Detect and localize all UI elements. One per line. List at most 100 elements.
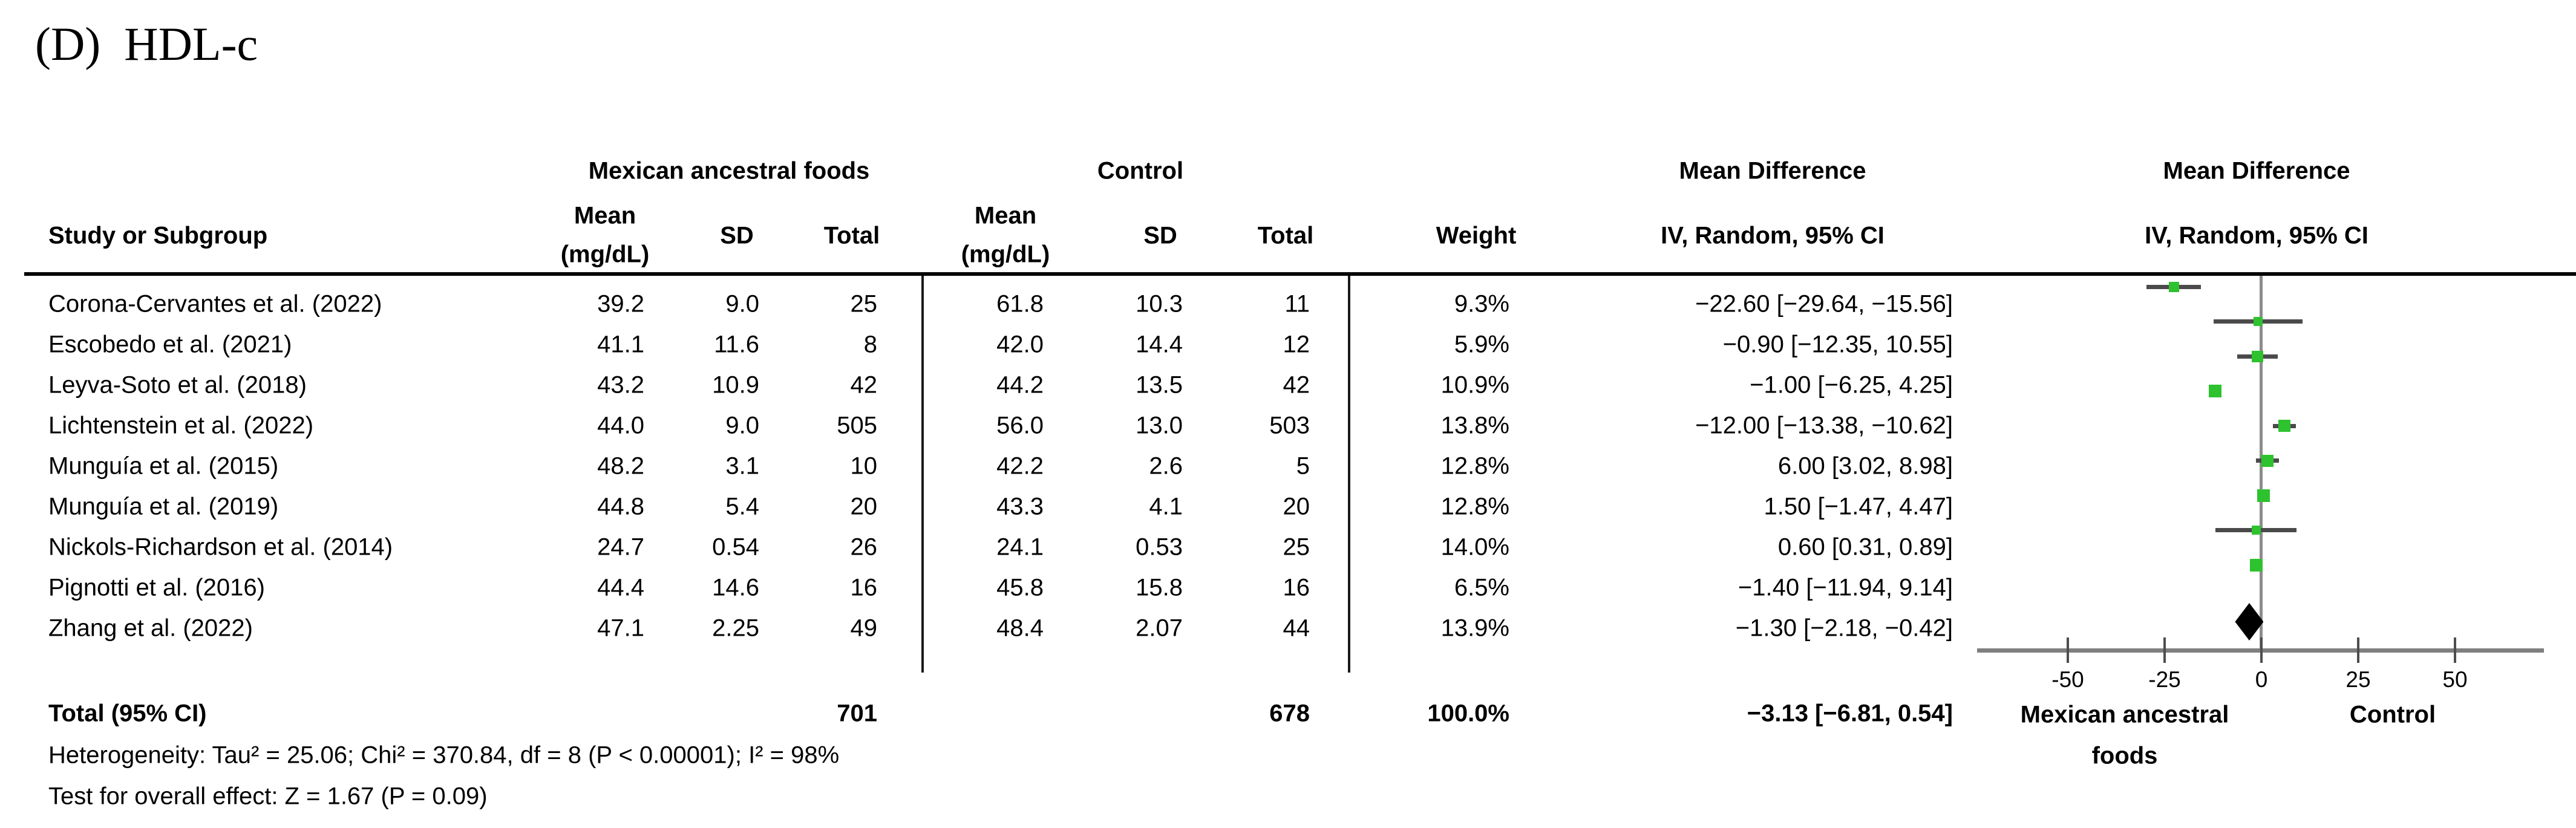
exp-total-cell: 26: [850, 533, 878, 561]
exp-sd-cell: 10.9: [712, 371, 759, 399]
col-header-exp-total: Total: [823, 222, 880, 249]
x-axis-tick: [2357, 637, 2359, 663]
exp-mean-cell: 48.2: [597, 452, 644, 480]
exp-mean-cell: 41.1: [597, 331, 644, 358]
weight-cell: 13.8%: [1440, 412, 1509, 439]
exp-mean-cell: 44.4: [597, 574, 644, 601]
total-row-ci: −3.13 [−6.81, 0.54]: [1747, 700, 1953, 727]
ci-text-cell: 0.60 [0.31, 0.89]: [1777, 533, 1953, 561]
effect-marker: [2261, 454, 2274, 467]
x-axis-tick: [2163, 637, 2166, 663]
exp-total-cell: 49: [850, 614, 878, 642]
ctl-mean-cell: 45.8: [996, 574, 1044, 601]
effect-marker: [2278, 420, 2291, 432]
exp-total-cell: 8: [863, 331, 877, 358]
ci-text-cell: −1.40 [−11.94, 9.14]: [1737, 574, 1953, 601]
study-name: Zhang et al. (2022): [48, 614, 253, 642]
ci-text-cell: 1.50 [−1.47, 4.47]: [1764, 493, 1953, 520]
ctl-total-cell: 11: [1284, 290, 1310, 318]
overall-effect-test: Test for overall effect: Z = 1.67 (P = 0…: [48, 783, 488, 810]
exp-mean-cell: 39.2: [597, 290, 644, 318]
ctl-total-cell: 44: [1283, 614, 1310, 642]
ctl-sd-cell: 14.4: [1136, 331, 1183, 358]
x-axis-tick: [2454, 637, 2456, 663]
ctl-sd-cell: 10.3: [1136, 290, 1183, 318]
exp-total-cell: 16: [850, 574, 878, 601]
ctl-mean-cell: 24.1: [996, 533, 1044, 561]
effect-marker: [2253, 317, 2263, 326]
ctl-total-cell: 16: [1283, 574, 1310, 601]
effect-marker: [2208, 385, 2221, 397]
exp-sd-cell: 3.1: [725, 452, 759, 480]
x-axis-tick: [2260, 637, 2263, 663]
ctl-total-cell: 5: [1296, 452, 1310, 480]
heterogeneity-stats: Heterogeneity: Tau² = 25.06; Chi² = 370.…: [48, 742, 840, 769]
col-header-iv-plot: IV, Random, 95% CI: [2145, 222, 2368, 249]
total-row-ctl-total: 678: [1269, 700, 1310, 727]
group-header-mean-difference-plot: Mean Difference: [2163, 157, 2350, 184]
effect-marker: [2257, 489, 2270, 502]
group-header-mean-difference-text: Mean Difference: [1679, 157, 1866, 184]
total-row-weight: 100.0%: [1427, 700, 1509, 727]
weight-cell: 5.9%: [1454, 331, 1509, 358]
ctl-mean-cell: 42.0: [996, 331, 1044, 358]
study-name: Leyva-Soto et al. (2018): [48, 371, 307, 399]
weight-cell: 12.8%: [1440, 452, 1509, 480]
panel-title: (D) HDL-c: [35, 18, 258, 70]
exp-total-cell: 20: [850, 493, 878, 520]
col-header-ctl-sd: SD: [1143, 222, 1177, 249]
ci-text-cell: −12.00 [−13.38, −10.62]: [1695, 412, 1953, 439]
col-header-iv-text: IV, Random, 95% CI: [1661, 222, 1885, 249]
x-axis-tick-label: 0: [2255, 667, 2268, 692]
x-axis-tick-label: -50: [2051, 667, 2084, 692]
ctl-mean-cell: 61.8: [996, 290, 1044, 318]
weight-cell: 6.5%: [1454, 574, 1509, 601]
weight-cell: 9.3%: [1454, 290, 1509, 318]
ctl-sd-cell: 13.0: [1136, 412, 1183, 439]
ctl-sd-cell: 13.5: [1136, 371, 1183, 399]
group-header-control: Control: [1097, 157, 1184, 184]
header-rule: [24, 272, 2576, 276]
total-row-exp-total: 701: [837, 700, 877, 727]
weight-cell: 10.9%: [1440, 371, 1509, 399]
exp-sd-cell: 9.0: [725, 412, 759, 439]
ctl-mean-cell: 43.3: [996, 493, 1044, 520]
weight-cell: 14.0%: [1440, 533, 1509, 561]
col-header-ctl-mean-unit: (mg/dL): [961, 241, 1050, 268]
ctl-sd-cell: 2.07: [1136, 614, 1183, 642]
col-header-ctl-total: Total: [1257, 222, 1314, 249]
axis-label-favors-control: Control: [2349, 701, 2436, 728]
ci-text-cell: 6.00 [3.02, 8.98]: [1777, 452, 1953, 480]
effect-marker: [2250, 558, 2263, 572]
exp-mean-cell: 44.8: [597, 493, 644, 520]
exp-total-cell: 25: [850, 290, 878, 318]
study-name: Lichtenstein et al. (2022): [48, 412, 314, 439]
axis-label-favors-experimental-line1: Mexican ancestral: [2020, 701, 2229, 728]
weight-cell: 12.8%: [1440, 493, 1509, 520]
ci-text-cell: −1.30 [−2.18, −0.42]: [1735, 614, 1953, 642]
exp-total-cell: 42: [850, 371, 878, 399]
exp-mean-cell: 47.1: [597, 614, 644, 642]
exp-mean-cell: 24.7: [597, 533, 644, 561]
group-header-experimental: Mexican ancestral foods: [588, 157, 870, 184]
col-header-ctl-mean: Mean: [974, 202, 1037, 229]
exp-sd-cell: 9.0: [725, 290, 759, 318]
exp-sd-cell: 11.6: [714, 331, 759, 358]
ctl-total-cell: 42: [1283, 371, 1310, 399]
effect-marker: [2252, 350, 2264, 362]
col-header-exp-mean-unit: (mg/dL): [560, 241, 650, 268]
exp-total-cell: 10: [850, 452, 878, 480]
x-axis-tick: [2067, 637, 2069, 663]
exp-mean-cell: 43.2: [597, 371, 644, 399]
ci-text-cell: −1.00 [−6.25, 4.25]: [1750, 371, 1953, 399]
ctl-sd-cell: 4.1: [1149, 493, 1183, 520]
column-divider-right: [1348, 276, 1350, 673]
x-axis-tick-label: 25: [2346, 667, 2371, 692]
ctl-total-cell: 503: [1269, 412, 1310, 439]
ctl-mean-cell: 48.4: [996, 614, 1044, 642]
ctl-mean-cell: 56.0: [996, 412, 1044, 439]
exp-sd-cell: 14.6: [712, 574, 759, 601]
study-name: Munguía et al. (2015): [48, 452, 279, 480]
ctl-mean-cell: 44.2: [996, 371, 1044, 399]
